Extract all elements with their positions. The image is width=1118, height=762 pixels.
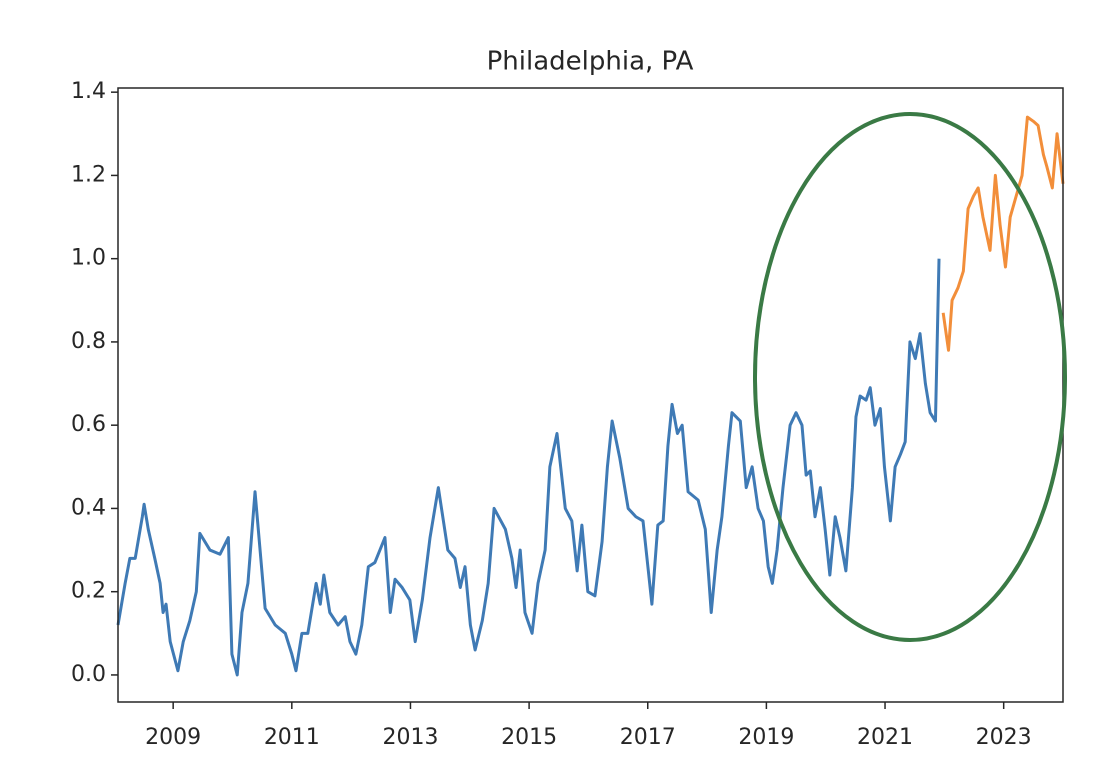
chart-title: Philadelphia, PA [487,47,694,77]
x-tick-label: 2009 [145,725,201,750]
x-tick-label: 2017 [620,725,676,750]
y-tick-label: 0.2 [71,579,106,604]
y-tick-label: 0.6 [71,412,106,437]
series-line [116,258,941,677]
y-tick-label: 1.2 [71,162,106,187]
highlight-ellipse [753,112,1067,642]
x-tick-label: 2011 [264,725,320,750]
axes-frame [117,87,1064,703]
series-line [941,115,1065,352]
x-tick-label: 2021 [857,725,913,750]
y-tick-label: 0.0 [71,662,106,687]
y-tick-label: 1.4 [71,79,106,104]
y-tick-label: 1.0 [71,246,106,271]
plot-area [116,115,1065,677]
y-tick-label: 0.8 [71,329,106,354]
x-tick-label: 2015 [501,725,557,750]
x-tick-label: 2019 [738,725,794,750]
x-tick-label: 2013 [382,725,438,750]
x-tick-label: 2023 [976,725,1032,750]
y-tick-label: 0.4 [71,495,106,520]
